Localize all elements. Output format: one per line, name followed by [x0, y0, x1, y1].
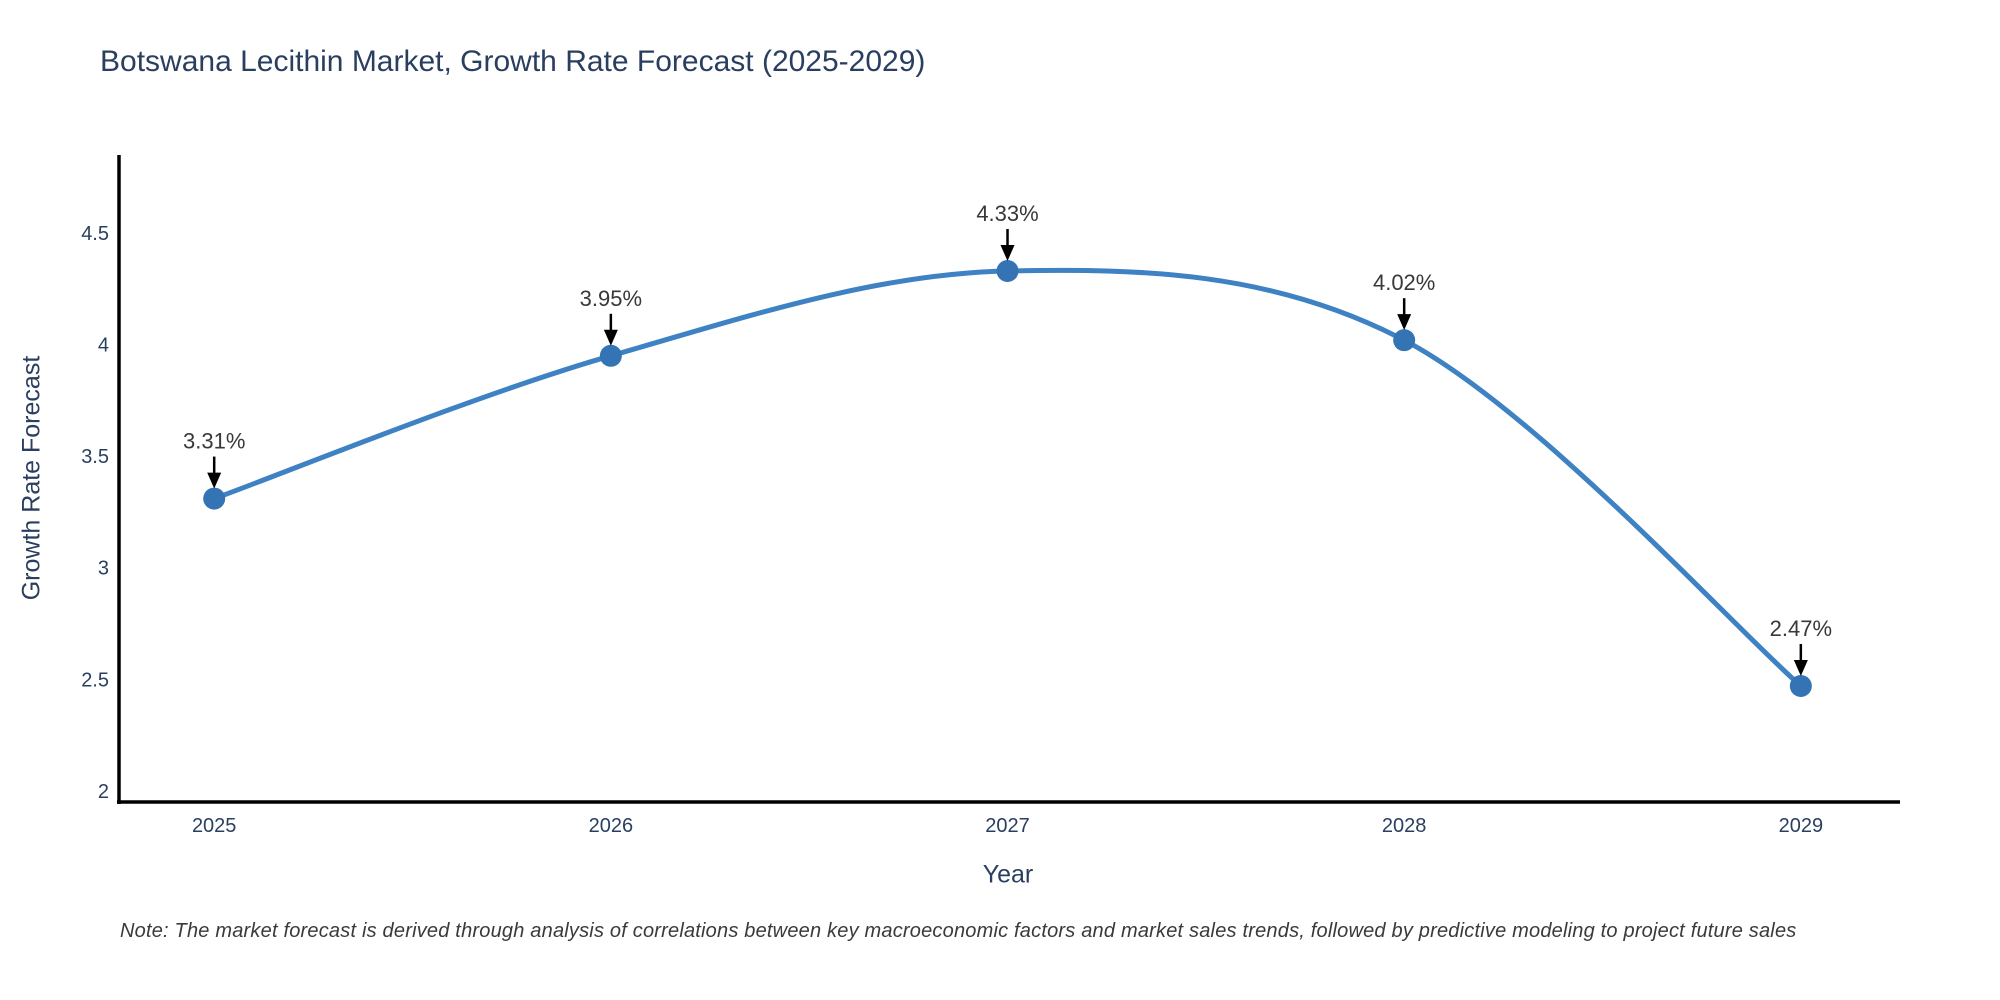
data-point[interactable] — [1789, 674, 1812, 697]
point-annotation-label: 4.33% — [976, 201, 1038, 226]
x-tick-label: 2025 — [192, 815, 237, 837]
y-tick-label: 4.5 — [81, 223, 109, 245]
annotation-arrowhead — [603, 329, 618, 346]
x-axis-title: Year — [982, 860, 1034, 889]
x-tick-label: 2026 — [589, 815, 634, 837]
y-tick-label: 4 — [98, 335, 109, 357]
data-point[interactable] — [996, 260, 1019, 283]
footnote-text: Note: The market forecast is derived thr… — [120, 920, 1797, 942]
point-annotation-label: 4.02% — [1373, 270, 1435, 295]
annotation-arrowhead — [1397, 314, 1412, 331]
annotation-arrowhead — [1793, 659, 1808, 676]
y-tick-label: 2 — [98, 781, 109, 803]
y-tick-label: 2.5 — [81, 669, 109, 691]
series-line — [211, 267, 1804, 689]
data-point[interactable] — [1393, 329, 1416, 352]
data-point[interactable] — [203, 487, 226, 510]
point-annotation-label: 3.31% — [183, 429, 245, 454]
x-tick-label: 2029 — [1779, 815, 1824, 837]
data-point[interactable] — [599, 344, 622, 367]
y-tick-label: 3 — [98, 558, 109, 580]
x-tick-label: 2028 — [1382, 815, 1427, 837]
annotation-arrowhead — [207, 472, 222, 489]
point-annotation-label: 2.47% — [1770, 616, 1832, 641]
x-tick-label: 2027 — [985, 815, 1030, 837]
point-annotation-label: 3.95% — [580, 286, 642, 311]
y-tick-label: 3.5 — [81, 446, 109, 468]
chart-title: Botswana Lecithin Market, Growth Rate Fo… — [100, 45, 926, 78]
y-axis-title: Growth Rate Forecast — [17, 355, 46, 601]
annotation-arrowhead — [1000, 245, 1015, 262]
